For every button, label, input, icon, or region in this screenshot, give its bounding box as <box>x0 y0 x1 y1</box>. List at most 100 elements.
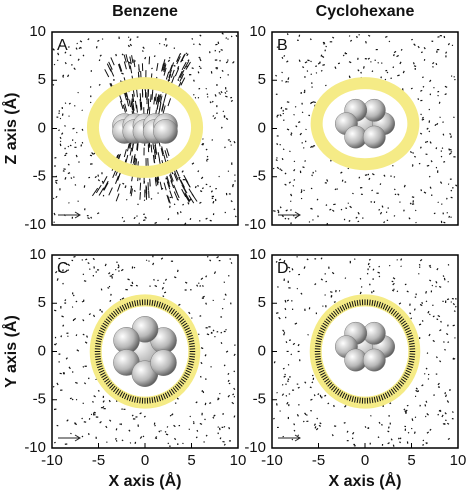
field-vector <box>115 175 119 184</box>
field-vector <box>217 41 220 45</box>
field-vector <box>204 418 206 421</box>
y-tick-label: 10 <box>249 246 266 263</box>
field-vector <box>185 179 191 188</box>
y-tick-label: -5 <box>253 391 266 408</box>
field-vector <box>109 419 112 422</box>
field-vector <box>418 263 421 266</box>
field-vector <box>211 139 214 141</box>
field-vector <box>227 394 231 398</box>
field-vector <box>105 380 111 385</box>
x-tick-label: 0 <box>141 452 149 469</box>
field-vector <box>87 432 90 436</box>
field-vector <box>273 361 276 364</box>
field-vector <box>422 444 425 446</box>
field-vector <box>165 44 168 47</box>
field-vector <box>131 301 134 307</box>
field-vector <box>199 34 202 37</box>
field-vector <box>160 394 164 401</box>
field-vector <box>179 380 185 385</box>
field-vector <box>315 427 319 431</box>
field-vector <box>386 391 391 397</box>
field-vector <box>448 152 452 155</box>
field-vector <box>450 189 453 192</box>
field-vector <box>359 299 361 306</box>
field-vector <box>67 74 70 78</box>
field-vector <box>108 187 113 196</box>
field-vector <box>233 387 236 391</box>
field-vector <box>89 101 92 104</box>
field-vector <box>404 410 407 413</box>
field-vector <box>284 172 287 175</box>
field-vector <box>426 352 429 354</box>
field-vector <box>152 262 155 266</box>
field-vector <box>368 177 371 181</box>
field-vector <box>217 426 220 428</box>
field-vector <box>396 290 399 293</box>
field-vector <box>202 295 205 298</box>
field-vector <box>286 60 289 63</box>
field-vector <box>205 434 208 437</box>
y-tick-label: -5 <box>33 391 46 408</box>
field-vector <box>306 258 309 261</box>
field-vector <box>303 91 306 94</box>
field-vector <box>283 333 285 336</box>
field-vector <box>359 397 361 404</box>
field-vector <box>82 273 85 276</box>
field-vector <box>156 177 159 186</box>
field-vector <box>165 71 170 80</box>
field-vector <box>187 363 194 366</box>
field-vector <box>322 64 325 66</box>
field-vector <box>410 317 413 320</box>
panel <box>271 254 459 449</box>
field-vector <box>125 154 129 163</box>
field-vector <box>420 51 423 54</box>
field-vector <box>206 155 209 158</box>
field-vector <box>220 126 223 129</box>
field-vector <box>183 325 189 329</box>
field-vector <box>409 345 415 348</box>
column-title: Cyclohexane <box>316 3 415 20</box>
field-vector <box>368 34 371 37</box>
field-vector <box>451 411 454 414</box>
field-vector <box>302 66 305 69</box>
field-vector <box>166 306 171 312</box>
field-vector <box>68 202 70 204</box>
field-vector <box>69 397 72 400</box>
y-tick-label: 10 <box>29 246 46 263</box>
field-vector <box>294 322 298 325</box>
field-vector <box>75 47 78 50</box>
field-vector <box>79 40 83 43</box>
field-vector <box>134 396 137 403</box>
field-vector <box>136 36 139 38</box>
field-vector <box>156 396 159 402</box>
field-vector <box>168 307 173 313</box>
field-vector <box>427 310 430 314</box>
field-vector <box>232 393 235 396</box>
field-vector <box>88 268 91 270</box>
field-vector <box>362 66 365 69</box>
field-vector <box>327 382 333 387</box>
field-vector <box>195 436 198 439</box>
field-vector <box>436 267 439 271</box>
field-vector <box>180 179 185 188</box>
field-vector <box>281 214 284 218</box>
field-vector <box>354 300 357 307</box>
field-vector <box>444 412 447 415</box>
field-vector <box>161 146 165 155</box>
field-vector <box>192 93 195 96</box>
field-vector <box>128 395 132 402</box>
field-vector <box>441 414 444 418</box>
field-vector <box>105 318 111 323</box>
field-vector <box>127 143 130 152</box>
field-vector <box>341 392 346 399</box>
field-vector <box>67 269 70 272</box>
field-vector <box>55 179 58 182</box>
field-vector <box>121 297 125 300</box>
field-vector <box>156 175 159 184</box>
y-tick-label: -10 <box>244 216 266 233</box>
field-vector <box>199 58 202 62</box>
field-vector <box>351 396 354 402</box>
field-vector <box>400 320 406 325</box>
field-vector <box>120 268 124 272</box>
field-vector <box>82 54 85 57</box>
